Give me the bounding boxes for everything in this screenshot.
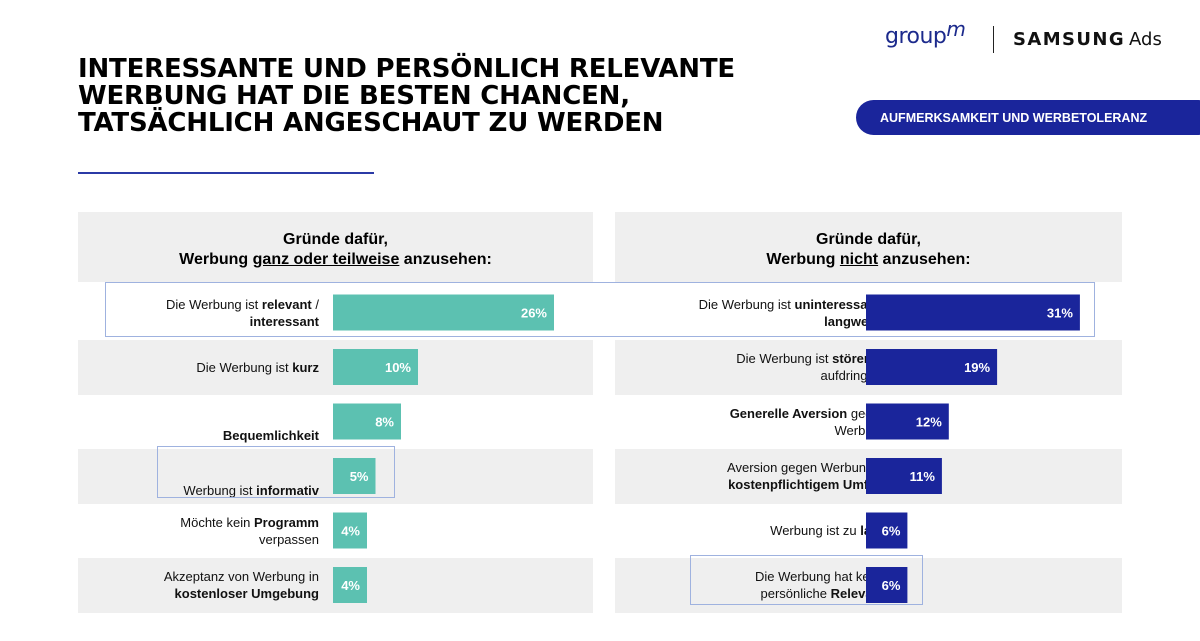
bar-value-label: 31% <box>1047 306 1073 321</box>
section-badge: AUFMERKSAMKEIT UND WERBETOLERANZ <box>856 100 1200 135</box>
category-label-text: Akzeptanz von Werbung in <box>163 569 319 584</box>
bar <box>333 567 367 603</box>
category-label-line: verpassen <box>180 531 319 548</box>
bar <box>866 458 942 494</box>
groupm-logo: groupm <box>885 17 966 49</box>
reasons-to-watch-panel: Gründe dafür, Werbung ganz oder teilweis… <box>78 212 593 620</box>
category-label: Die Werbung ist kurz <box>196 359 319 376</box>
bar-value-label: 8% <box>375 415 394 430</box>
category-label: Bequemlichkeit <box>223 427 319 444</box>
category-label-text: Die Werbung hat keine <box>754 569 887 584</box>
category-label-text: Aversion gegen Werbung in <box>727 460 887 475</box>
bar <box>866 567 908 603</box>
title-underline-rule <box>78 172 374 174</box>
title-line-1: INTERESSANTE UND PERSÖNLICH RELEVANTE <box>78 54 735 84</box>
category-label-text: interessant <box>249 313 319 329</box>
category-label-text: verpassen <box>259 531 319 547</box>
category-label-text: Die Werbung ist <box>698 296 795 312</box>
bar-value-label: 6% <box>882 578 901 593</box>
category-label-line: Die Werbung hat keine <box>755 568 887 585</box>
heading-line-2: Werbung ganz oder teilweise anzusehen: <box>78 250 593 270</box>
category-label-line: Möchte kein Programm <box>180 514 319 531</box>
section-badge-label: AUFMERKSAMKEIT UND WERBETOLERANZ <box>880 110 1148 125</box>
category-label: Die Werbung ist relevant / interessant <box>166 296 319 330</box>
category-label-text: / <box>311 296 319 312</box>
category-label-line: Die Werbung ist kurz <box>196 359 319 376</box>
reasons-not-to-watch-panel: Gründe dafür, Werbung nicht anzusehen: D… <box>615 212 1122 620</box>
groupm-logo-m: m <box>946 17 966 41</box>
heading-line-1: Gründe dafür, <box>816 231 921 248</box>
bar-value-label: 26% <box>521 306 547 321</box>
title-line-3: TATSÄCHLICH ANGESCHAUT ZU WERDEN <box>78 108 664 138</box>
samsung-logo-text: SAMSUNG <box>1013 29 1126 50</box>
category-label-text: Die Werbung ist <box>166 296 262 312</box>
bar-value-label: 4% <box>341 524 360 539</box>
heading-pre: Werbung <box>766 251 840 268</box>
bar-chart: 26% 10% 8% 5% 4% 4% <box>333 294 554 603</box>
bar <box>333 349 418 385</box>
category-label-text: Die Werbung ist <box>736 351 833 366</box>
category-label: Aversion gegen Werbung in kostenpflichtig… <box>727 459 887 493</box>
bar-chart: 31% 19% 12% 11% 6% 6% <box>866 294 1080 603</box>
category-label-text: relevant <box>261 296 312 312</box>
bar <box>333 512 367 549</box>
bar <box>866 294 1080 331</box>
category-label-text: Generelle Aversion <box>729 405 848 421</box>
page-title: INTERESSANTE UND PERSÖNLICH RELEVANTE WE… <box>78 56 798 137</box>
category-label-text: informativ <box>256 482 319 498</box>
category-label-line: kostenpflichtigem Umfeld <box>727 476 887 493</box>
category-label-text: Werbung ist zu <box>770 523 861 538</box>
bar-value-label: 6% <box>882 524 901 539</box>
category-label-text: Werbung ist <box>183 482 257 498</box>
category-label-line: Werbung ist informativ <box>183 482 319 499</box>
heading-line-1: Gründe dafür, <box>283 231 388 248</box>
heading-underlined: ganz oder teilweise <box>252 251 400 268</box>
category-label-text: kostenloser Umgebung <box>174 586 319 601</box>
category-label-text: persönliche <box>760 586 831 601</box>
category-label-line: kostenloser Umgebung <box>164 585 319 602</box>
category-label-line: Aversion gegen Werbung in <box>727 459 887 476</box>
category-label: Möchte kein Programm verpassen <box>180 514 319 548</box>
title-line-2: WERBUNG HAT DIE BESTEN CHANCEN, <box>78 81 630 111</box>
bar <box>333 458 376 494</box>
reasons-to-watch-heading: Gründe dafür, Werbung ganz oder teilweis… <box>78 212 593 282</box>
category-label-text: uninteressant <box>794 296 880 312</box>
bar-value-label: 11% <box>910 469 936 484</box>
category-label-line: Bequemlichkeit <box>223 427 319 444</box>
category-label-line: Akzeptanz von Werbung in <box>164 568 319 585</box>
samsung-ads-logo: SAMSUNG Ads <box>1013 29 1162 50</box>
heading-post: anzusehen: <box>878 251 971 268</box>
logo-divider <box>993 26 994 53</box>
reasons-not-to-watch-heading: Gründe dafür, Werbung nicht anzusehen: <box>615 212 1122 282</box>
category-label-line: Die Werbung ist relevant / <box>166 296 319 313</box>
category-label-text: Die Werbung ist <box>196 359 293 375</box>
heading-pre: Werbung <box>179 251 253 268</box>
category-label: Akzeptanz von Werbung in kostenloser Umge… <box>164 568 319 602</box>
category-label: Werbung ist informativ <box>183 482 319 499</box>
groupm-logo-text: group <box>885 24 947 49</box>
bar <box>866 403 949 440</box>
bar-value-label: 12% <box>916 415 942 430</box>
bar-value-label: 19% <box>964 360 990 375</box>
bar-value-label: 10% <box>385 360 411 375</box>
heading-underlined: nicht <box>839 251 879 268</box>
category-label-text: kostenpflichtigem Umfeld <box>728 477 887 492</box>
ads-logo-text: Ads <box>1129 29 1162 50</box>
category-label-text: Bequemlichkeit <box>222 428 319 443</box>
heading-line-2: Werbung nicht anzusehen: <box>615 250 1122 270</box>
category-label-text: kurz <box>292 359 319 375</box>
bar <box>333 403 401 440</box>
category-label-text: Möchte kein <box>180 514 254 530</box>
bar-value-label: 4% <box>341 578 360 593</box>
bar <box>866 349 998 385</box>
bar <box>333 294 554 331</box>
category-label-line: Die Werbung ist uninteressant / <box>699 296 887 313</box>
bar-value-label: 5% <box>350 469 369 484</box>
heading-post: anzusehen: <box>399 251 492 268</box>
category-label-text: Programm <box>253 514 319 530</box>
category-label-line: interessant <box>166 313 319 330</box>
category-label: Die Werbung ist uninteressant /langweili… <box>699 296 887 330</box>
bar <box>866 512 908 549</box>
